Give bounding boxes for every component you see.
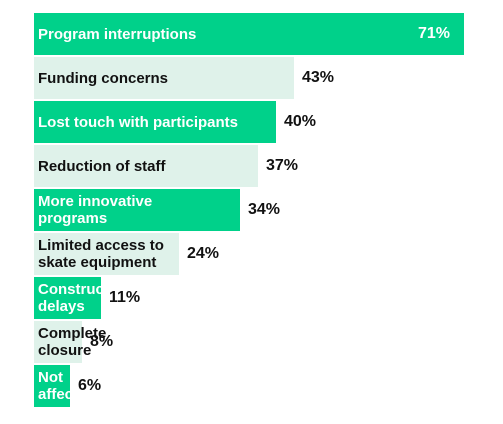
bar xyxy=(34,365,70,407)
bar-label: More innovative programs xyxy=(38,193,153,227)
bar-label: Funding concerns xyxy=(38,69,169,87)
bar-label: Reduction of staff xyxy=(38,157,166,175)
bar xyxy=(34,277,101,319)
bar xyxy=(34,233,179,275)
bar-label: Program interruptions xyxy=(38,25,197,43)
bar xyxy=(34,101,276,143)
bar-value-label: 34% xyxy=(248,201,281,218)
bar-value-label: 11% xyxy=(109,289,141,306)
bar-label: Complete closure xyxy=(38,325,107,359)
bar-value-label: 40% xyxy=(284,113,317,130)
bar-label: Construction delays xyxy=(38,281,132,315)
bar-value-label: 8% xyxy=(90,333,114,350)
bar-value-label: 6% xyxy=(78,377,102,394)
bar-value-label: 24% xyxy=(187,245,220,262)
bar xyxy=(34,321,82,363)
bar-value-label: 37% xyxy=(266,157,299,174)
bar xyxy=(34,145,258,187)
bar-value-label: 43% xyxy=(302,69,335,86)
bar-label: Not affected xyxy=(38,369,96,403)
bar xyxy=(34,57,294,99)
bar-label: Lost touch with participants xyxy=(38,113,239,131)
bar-value-label: 71% xyxy=(418,25,451,42)
bar xyxy=(34,189,240,231)
bar xyxy=(34,13,464,55)
bar-label: Limited access to skate equipment xyxy=(38,237,164,271)
